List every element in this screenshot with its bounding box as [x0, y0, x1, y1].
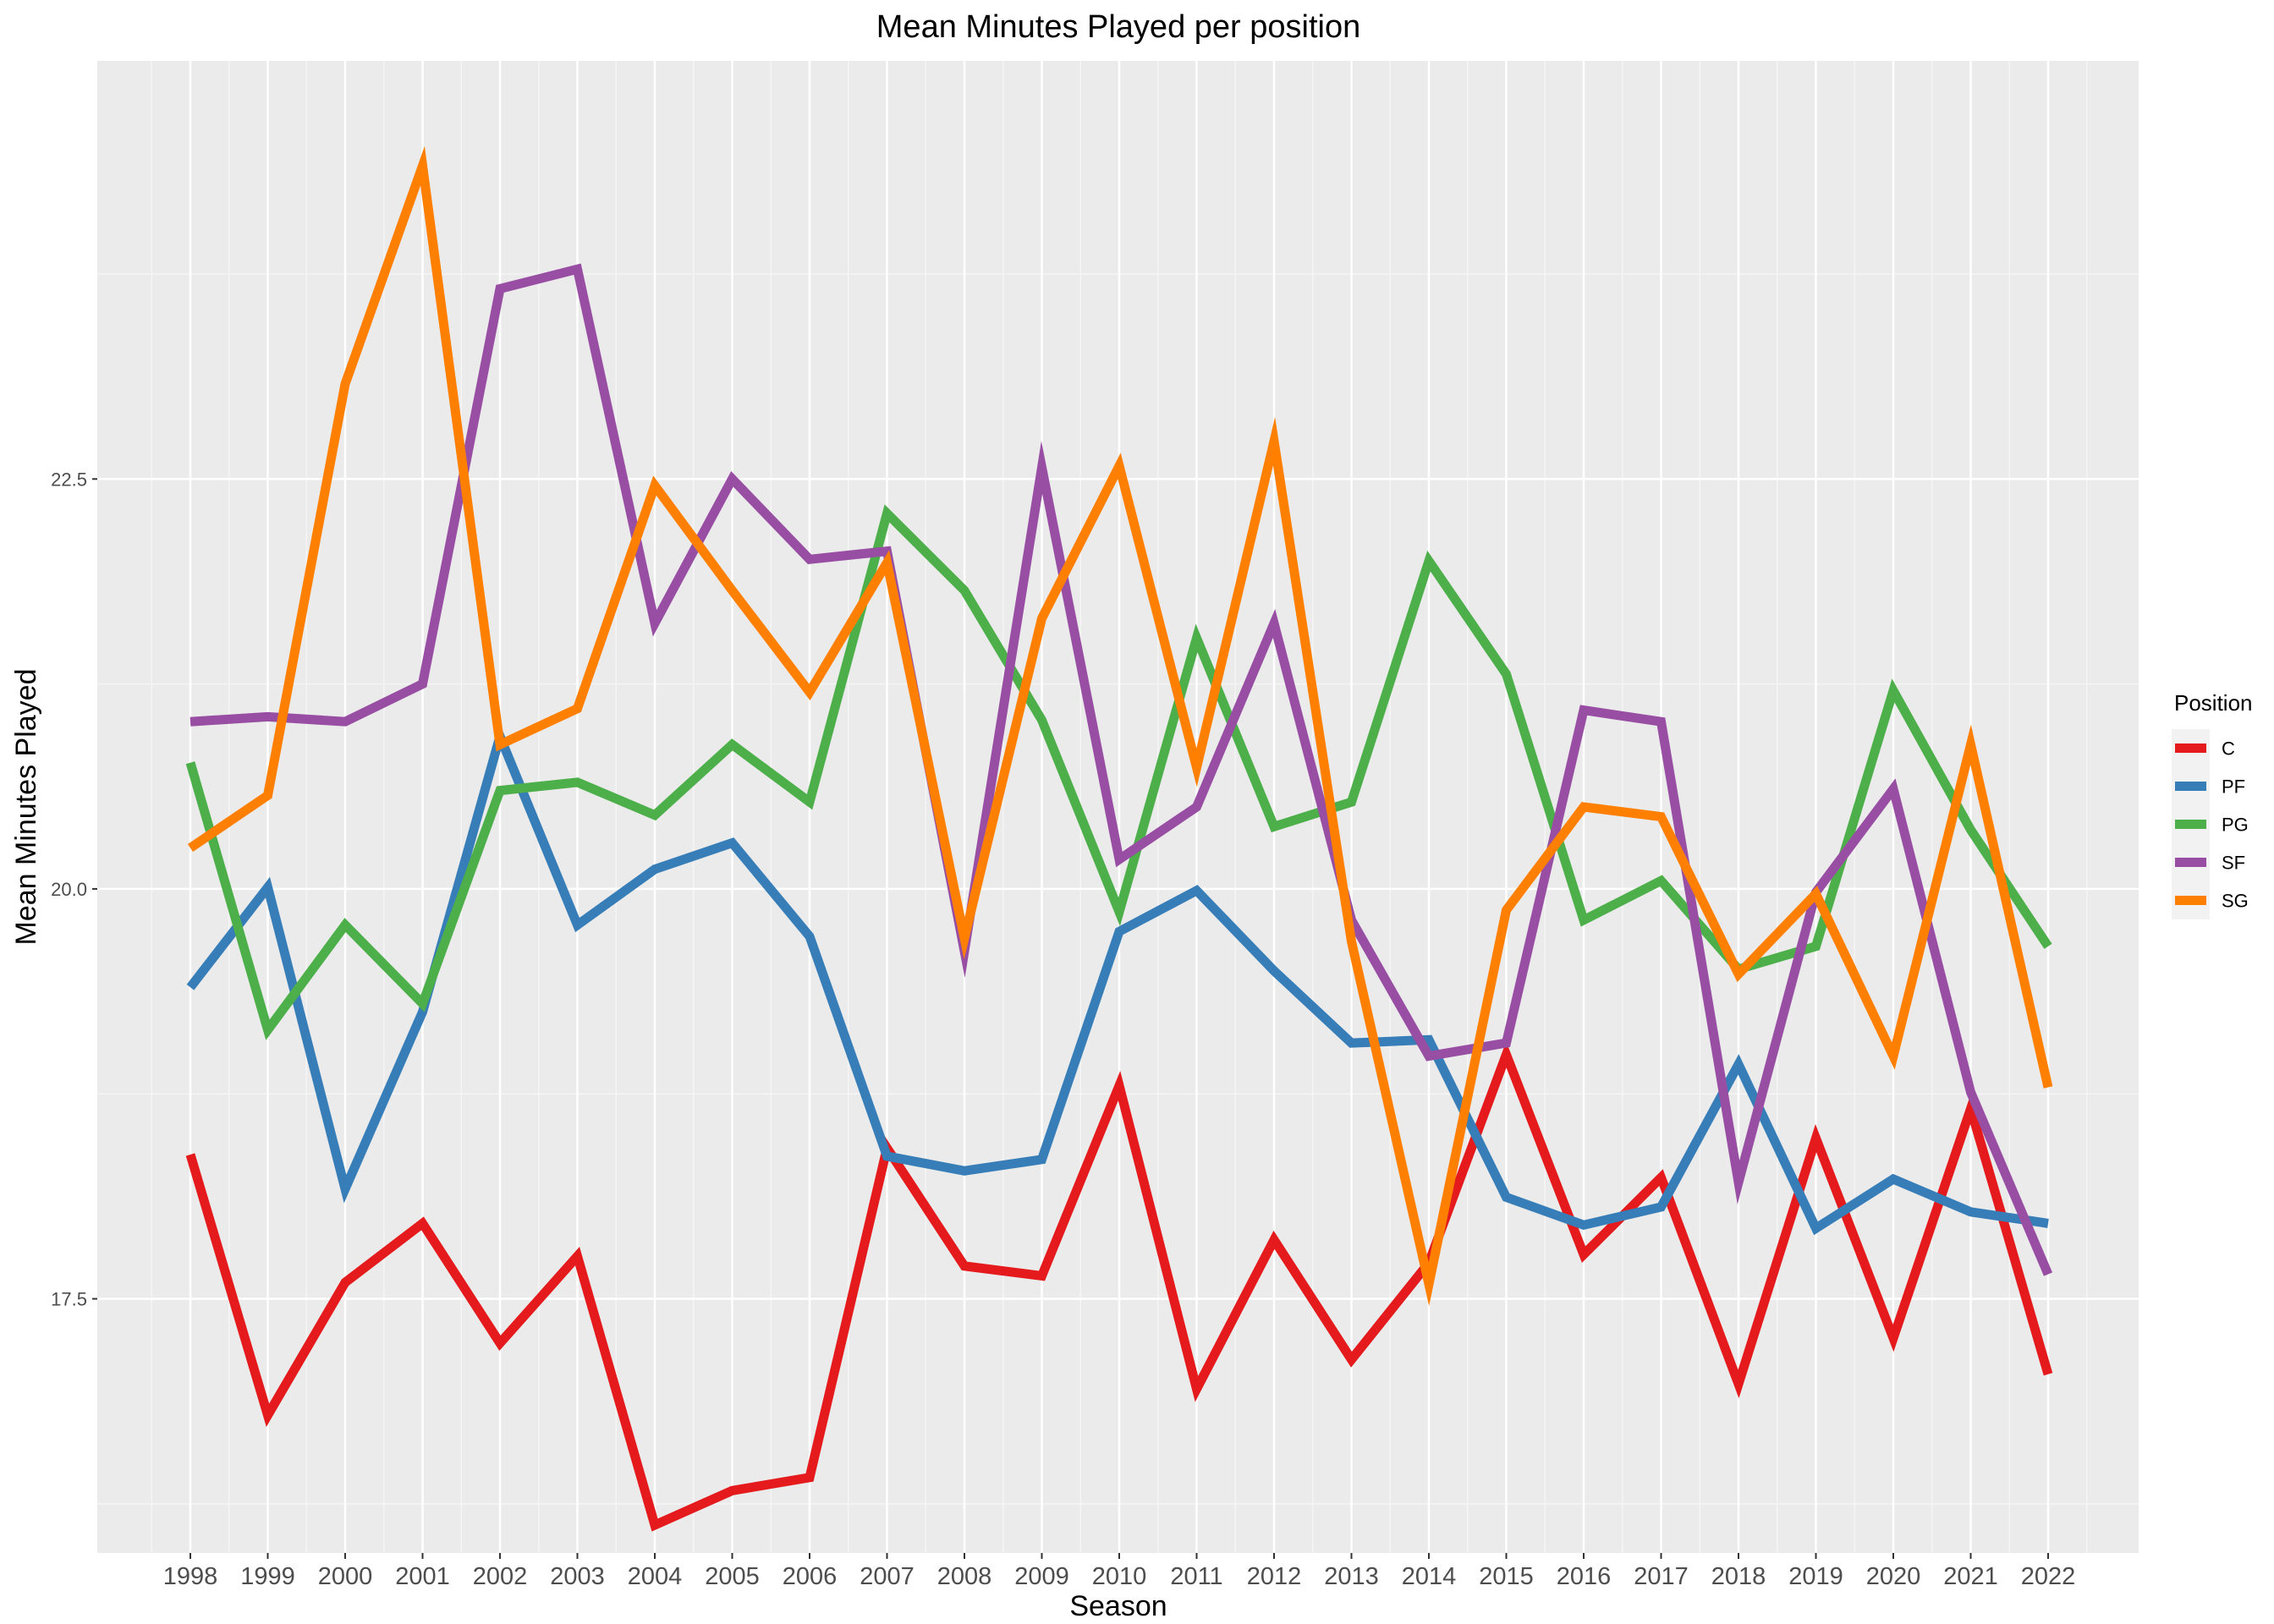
- y-axis-title: Mean Minutes Played: [10, 669, 42, 946]
- x-tick-label: 2018: [1711, 1563, 1766, 1590]
- x-tick-label: 2013: [1324, 1563, 1379, 1590]
- y-tick-label: 17.5: [51, 1289, 87, 1310]
- x-tick-label: 2007: [860, 1563, 915, 1590]
- y-tick-label: 20.0: [51, 879, 87, 900]
- chart-title: Mean Minutes Played per position: [876, 9, 1360, 45]
- series-line-sg: [187, 145, 2053, 1307]
- legend-label-sg: SG: [2222, 891, 2249, 912]
- x-tick-label: 2005: [705, 1563, 760, 1590]
- x-tick-label: 2011: [1170, 1563, 1222, 1590]
- x-tick-label: 2000: [318, 1563, 373, 1590]
- plot-panel: [97, 61, 2139, 1553]
- legend-label-sf: SF: [2222, 853, 2245, 874]
- series-line-c: [185, 1041, 2053, 1532]
- x-tick-label: 2002: [473, 1563, 528, 1590]
- x-axis-title: Season: [1069, 1590, 1167, 1622]
- x-tick-label: 2020: [1866, 1563, 1921, 1590]
- legend-label-pf: PF: [2222, 776, 2245, 798]
- x-tick-label: 2004: [628, 1563, 683, 1590]
- x-tick-label: 2019: [1788, 1563, 1843, 1590]
- series-lines: [185, 145, 2053, 1532]
- x-tick-label: 2016: [1557, 1563, 1612, 1590]
- axes: 17.5 20.0 22.5 1998 1999 2000 2001 2002 2003 2004…: [51, 469, 2075, 1590]
- legend-title: Position: [2174, 690, 2253, 716]
- x-tick-label: 2009: [1014, 1563, 1069, 1590]
- y-tick-label: 22.5: [51, 469, 87, 490]
- x-tick-label: 2021: [1943, 1563, 1998, 1590]
- x-tick-label: 2015: [1479, 1563, 1534, 1590]
- x-tick-label: 1998: [163, 1563, 218, 1590]
- legend-label-c: C: [2222, 738, 2235, 760]
- x-tick-label: 1999: [240, 1563, 295, 1590]
- x-tick-label: 2008: [937, 1563, 992, 1590]
- series-line-sf: [190, 263, 2053, 1276]
- x-tick-label: 2022: [2021, 1563, 2076, 1590]
- legend-label-pg: PG: [2222, 815, 2249, 836]
- x-tick-label: 2012: [1247, 1563, 1302, 1590]
- legend: Position C PF PG SF SG: [2172, 690, 2253, 919]
- x-tick-label: 2001: [395, 1563, 450, 1590]
- x-tick-label: 2014: [1402, 1563, 1457, 1590]
- x-tick-label: 2003: [550, 1563, 605, 1590]
- x-tick-label: 2006: [783, 1563, 838, 1590]
- x-tick-label: 2017: [1634, 1563, 1689, 1590]
- x-tick-label: 2010: [1092, 1563, 1147, 1590]
